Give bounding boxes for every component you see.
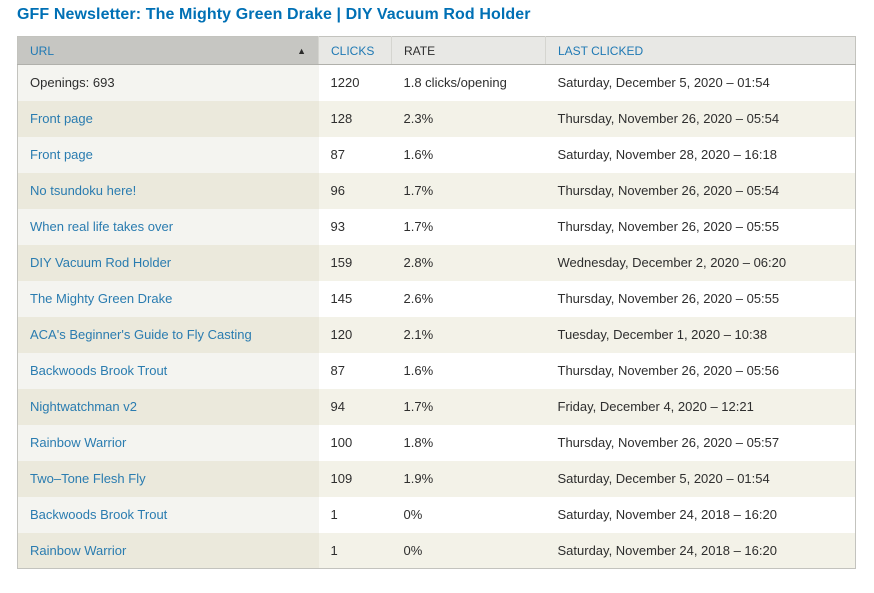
rate-cell: 2.1%: [403, 327, 434, 342]
last-clicked-cell: Friday, December 4, 2020 – 12:21: [557, 399, 754, 414]
newsletter-stats-table: URL ▲ CLICKS RATE LAST CLICKED Openings:…: [17, 36, 856, 569]
rate-cell: 1.8 clicks/opening: [403, 75, 507, 91]
url-link[interactable]: The Mighty Green Drake: [30, 291, 173, 306]
rate-cell: 1.6%: [403, 363, 434, 378]
rate-cell: 2.3%: [403, 111, 434, 126]
rate-cell: 1.7%: [403, 399, 434, 414]
last-clicked-cell: Tuesday, December 1, 2020 – 10:38: [557, 327, 768, 342]
rate-cell: 0%: [403, 507, 423, 522]
url-cell: DIY Vacuum Rod Holder: [17, 244, 319, 281]
url-cell: Rainbow Warrior: [17, 532, 319, 569]
page-title: GFF Newsletter: The Mighty Green Drake |…: [17, 6, 531, 23]
rate-cell: 2.6%: [403, 291, 434, 306]
rate-cell: 2.8%: [403, 255, 434, 270]
clicks-cell: 93: [330, 219, 345, 234]
url-link[interactable]: Nightwatchman v2: [30, 399, 137, 414]
last-clicked-cell: Thursday, November 26, 2020 – 05:54: [557, 183, 780, 198]
url-link[interactable]: Backwoods Brook Trout: [30, 507, 168, 522]
column-header-clicks-sort-link[interactable]: CLICKS: [331, 43, 375, 58]
last-clicked-cell: Wednesday, December 2, 2020 – 06:20: [557, 255, 787, 270]
clicks-cell: 120: [330, 327, 353, 342]
table-row: When real life takes over 93 1.7% Thursd…: [17, 208, 856, 245]
rate-cell: 1.8%: [403, 435, 434, 450]
last-clicked-cell: Thursday, November 26, 2020 – 05:57: [557, 435, 780, 450]
table-row: Front page 87 1.6% Saturday, November 28…: [17, 136, 856, 173]
url-cell: When real life takes over: [17, 208, 319, 245]
url-link[interactable]: Rainbow Warrior: [30, 435, 127, 450]
header-row: URL ▲ CLICKS RATE LAST CLICKED: [17, 36, 856, 65]
sort-ascending-icon: ▲: [297, 45, 306, 56]
url-link[interactable]: Front page: [30, 111, 93, 126]
last-clicked-cell: Thursday, November 26, 2020 – 05:54: [557, 111, 780, 126]
table-row: DIY Vacuum Rod Holder 159 2.8% Wednesday…: [17, 244, 856, 281]
clicks-cell: 87: [330, 363, 345, 378]
last-clicked-cell: Thursday, November 26, 2020 – 05:55: [557, 291, 780, 306]
last-clicked-cell: Thursday, November 26, 2020 – 05:56: [557, 363, 780, 378]
url-link[interactable]: Backwoods Brook Trout: [30, 363, 168, 378]
rate-cell: 1.7%: [403, 183, 434, 198]
table-row: Rainbow Warrior 100 1.8% Thursday, Novem…: [17, 424, 856, 461]
column-header-last-clicked-sort-link[interactable]: LAST CLICKED: [558, 43, 644, 58]
clicks-cell: 100: [330, 435, 353, 450]
table-row: Backwoods Brook Trout 87 1.6% Thursday, …: [17, 352, 856, 389]
clicks-cell: 1220: [330, 75, 360, 91]
url-cell: No tsundoku here!: [17, 172, 319, 209]
table-row: Nightwatchman v2 94 1.7% Friday, Decembe…: [17, 388, 856, 425]
column-header-url-cell: URL ▲: [17, 36, 319, 65]
url-cell: ACA's Beginner's Guide to Fly Casting: [17, 316, 319, 353]
table-header: URL ▲ CLICKS RATE LAST CLICKED: [17, 36, 856, 65]
url-link[interactable]: Two–Tone Flesh Fly: [30, 471, 146, 486]
url-cell: Front page: [17, 136, 319, 173]
rate-cell: 1.9%: [403, 471, 434, 486]
clicks-cell: 109: [330, 471, 353, 486]
url-cell: Front page: [17, 100, 319, 137]
rate-cell: 1.6%: [403, 147, 434, 162]
table-row: Two–Tone Flesh Fly 109 1.9% Saturday, De…: [17, 460, 856, 497]
clicks-cell: 128: [330, 111, 353, 126]
url-cell: Backwoods Brook Trout: [17, 496, 319, 533]
rate-cell: 0%: [403, 542, 423, 558]
clicks-cell: 87: [330, 147, 345, 162]
url-link[interactable]: Front page: [30, 147, 93, 162]
url-cell: Rainbow Warrior: [17, 424, 319, 461]
table-row: The Mighty Green Drake 145 2.6% Thursday…: [17, 280, 856, 317]
column-header-rate-label: RATE: [404, 43, 436, 58]
column-header-url-sort-link[interactable]: URL: [30, 43, 55, 58]
url-link[interactable]: DIY Vacuum Rod Holder: [30, 255, 172, 270]
clicks-cell: 159: [330, 255, 353, 270]
clicks-cell: 145: [330, 291, 353, 306]
last-clicked-cell: Saturday, December 5, 2020 – 01:54: [557, 75, 770, 91]
last-clicked-cell: Saturday, November 28, 2020 – 16:18: [557, 147, 777, 162]
clicks-cell: 1: [330, 507, 338, 522]
table-row: Front page 128 2.3% Thursday, November 2…: [17, 100, 856, 137]
column-header-last-clicked-cell: LAST CLICKED: [545, 36, 856, 65]
url-cell: Openings: 693: [17, 64, 319, 101]
column-header-rate-cell: RATE: [391, 36, 546, 65]
url-link[interactable]: When real life takes over: [30, 219, 174, 234]
table-row: No tsundoku here! 96 1.7% Thursday, Nove…: [17, 172, 856, 209]
url-cell: Two–Tone Flesh Fly: [17, 460, 319, 497]
last-clicked-cell: Saturday, December 5, 2020 – 01:54: [557, 471, 770, 486]
last-clicked-cell: Saturday, November 24, 2018 – 16:20: [557, 507, 777, 522]
table-row: ACA's Beginner's Guide to Fly Casting 12…: [17, 316, 856, 353]
clicks-cell: 1: [330, 542, 338, 558]
url-cell: Backwoods Brook Trout: [17, 352, 319, 389]
url-link[interactable]: No tsundoku here!: [30, 183, 137, 198]
clicks-cell: 96: [330, 183, 345, 198]
url-cell: The Mighty Green Drake: [17, 280, 319, 317]
url-link[interactable]: ACA's Beginner's Guide to Fly Casting: [30, 327, 252, 342]
rate-cell: 1.7%: [403, 219, 434, 234]
table-body: Openings: 693 1220 1.8 clicks/opening Sa…: [17, 64, 856, 569]
column-header-clicks-cell: CLICKS: [318, 36, 392, 65]
table-row: Backwoods Brook Trout 1 0% Saturday, Nov…: [17, 496, 856, 533]
page: GFF Newsletter: The Mighty Green Drake |…: [17, 6, 856, 569]
table-row: Openings: 693 1220 1.8 clicks/opening Sa…: [17, 64, 856, 101]
url-cell: Nightwatchman v2: [17, 388, 319, 425]
url-link[interactable]: Rainbow Warrior: [30, 542, 127, 558]
last-clicked-cell: Saturday, November 24, 2018 – 16:20: [557, 542, 777, 558]
clicks-cell: 94: [330, 399, 345, 414]
last-clicked-cell: Thursday, November 26, 2020 – 05:55: [557, 219, 780, 234]
table-row: Rainbow Warrior 1 0% Saturday, November …: [17, 532, 856, 569]
